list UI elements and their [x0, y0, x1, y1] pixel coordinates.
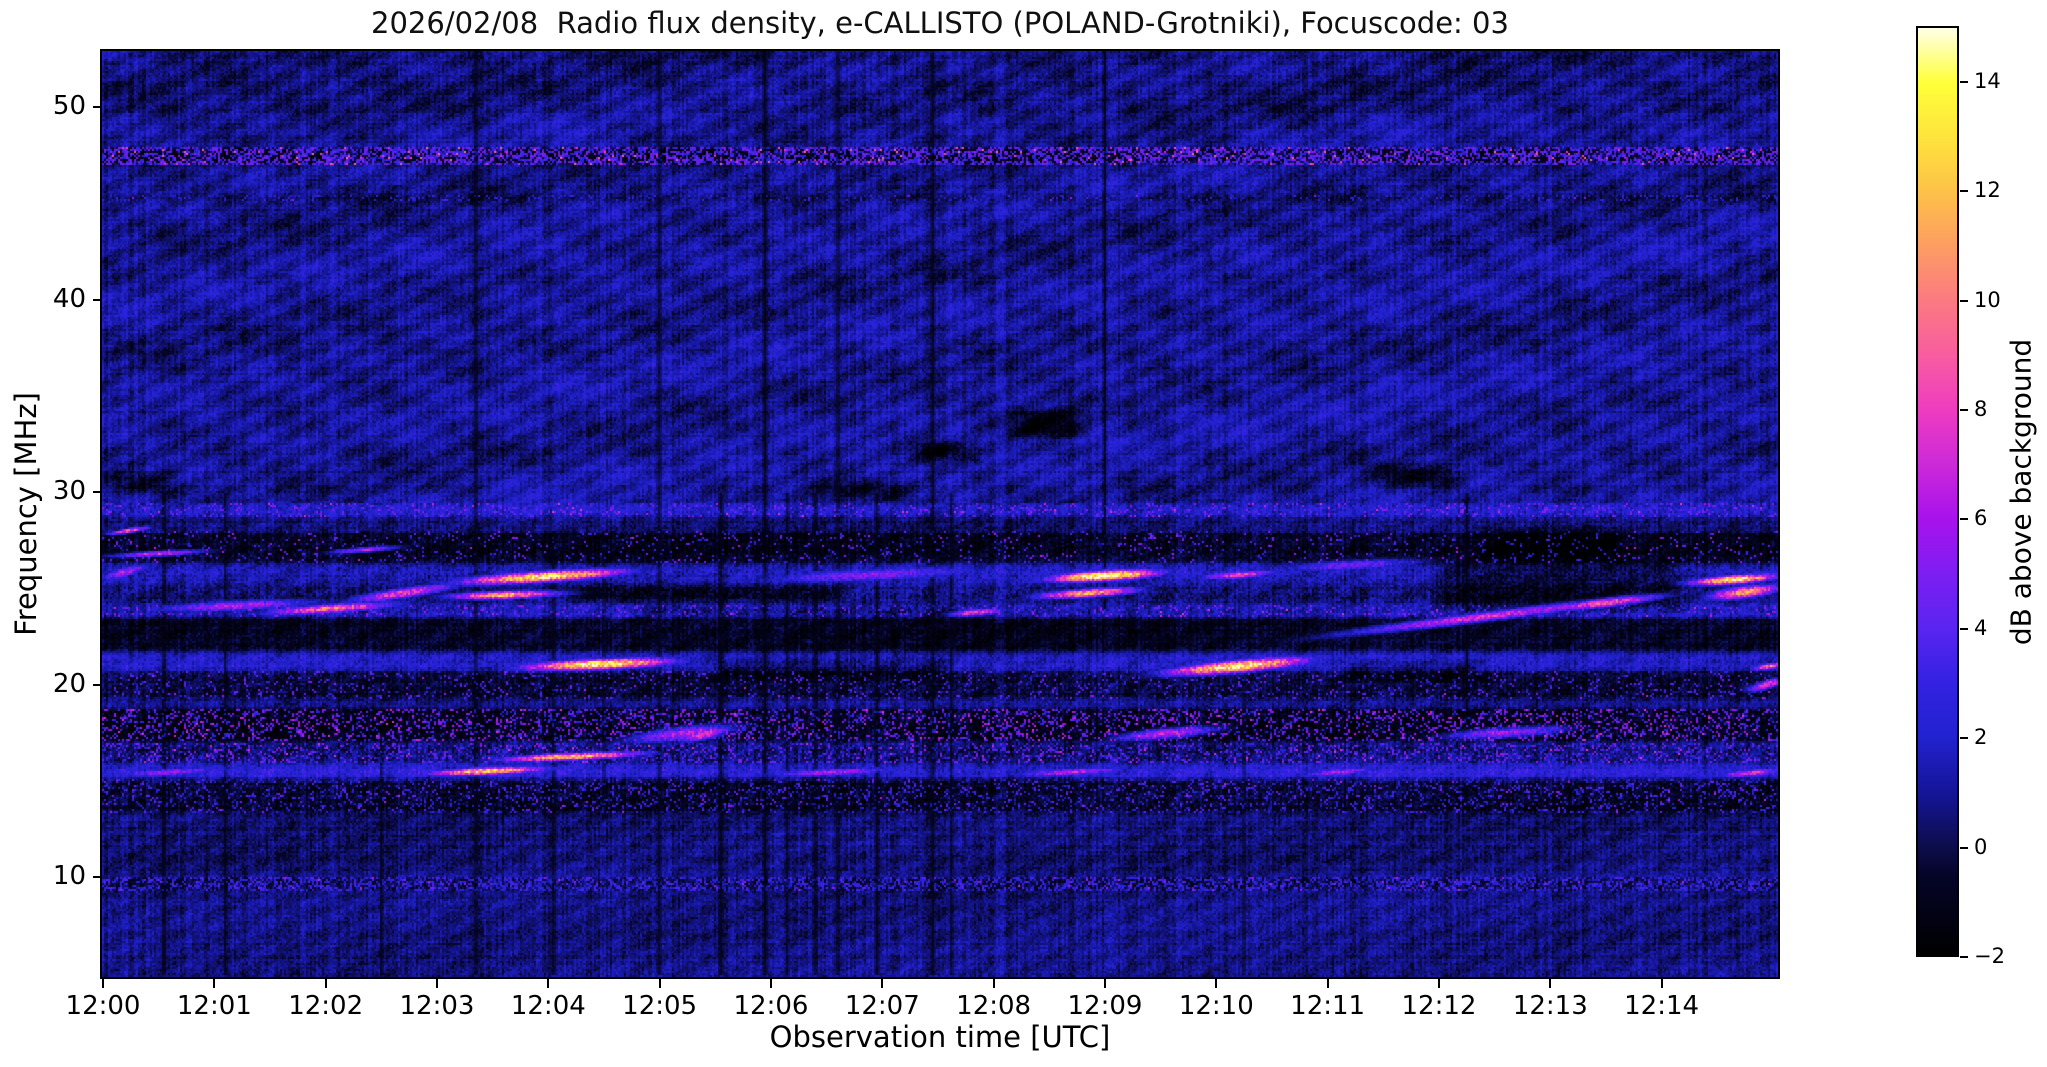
x-tick-mark: [1103, 979, 1106, 988]
y-tick-mark: [93, 298, 102, 301]
colorbar-tick-label: 14: [1974, 68, 2001, 93]
y-tick-label: 50: [52, 91, 86, 121]
y-tick-label: 30: [52, 476, 86, 506]
chart-title: 2026/02/08 Radio flux density, e-CALLIST…: [371, 6, 1509, 40]
x-tick-label: 12:12: [1401, 991, 1477, 1021]
x-tick-mark: [769, 979, 772, 988]
y-axis-label: Frequency [MHz]: [9, 392, 43, 636]
colorbar-tick-label: 8: [1974, 396, 1988, 421]
x-axis-label: Observation time [UTC]: [769, 1020, 1111, 1054]
x-tick-mark: [658, 979, 661, 988]
colorbar-tick-label: 12: [1974, 178, 2001, 203]
x-tick-label: 12:09: [1067, 991, 1143, 1021]
y-tick-mark: [93, 683, 102, 686]
x-tick-mark: [102, 979, 104, 988]
colorbar-tick-mark: [1960, 956, 1968, 958]
x-tick-label: 12:08: [956, 991, 1032, 1021]
colorbar-tick-mark: [1960, 737, 1968, 740]
x-tick-mark: [1660, 979, 1663, 988]
x-tick-label: 12:06: [733, 991, 809, 1021]
x-tick-label: 12:13: [1512, 991, 1588, 1021]
colorbar-tick-label: 10: [1974, 287, 2001, 312]
x-tick-mark: [213, 979, 216, 988]
y-tick-label: 40: [52, 283, 86, 314]
x-axis-ticks: 12:00 12:01 12:02 12:03 12:04 12:05 12:06 12:07…: [66, 977, 1778, 1037]
colorbar-gradient: [1916, 26, 1959, 957]
x-tick-label: 12:02: [288, 991, 364, 1021]
colorbar-tick-mark: [1960, 299, 1968, 302]
y-axis-ticks: 50 40 30 20 10: [0, 51, 102, 977]
x-tick-label: 12:03: [399, 991, 475, 1021]
colorbar-tick-mark: [1960, 190, 1968, 193]
x-tick-mark: [992, 979, 995, 988]
colorbar-tick-mark: [1960, 80, 1968, 83]
spectrogram-canvas: [102, 51, 1778, 977]
y-tick-mark: [93, 491, 102, 493]
colorbar-tick-mark: [1960, 846, 1968, 849]
y-tick-label: 20: [52, 668, 86, 699]
x-tick-mark: [547, 979, 550, 988]
x-tick-mark: [1326, 979, 1329, 988]
x-tick-label: 12:11: [1290, 991, 1366, 1021]
colorbar-label: dB above background: [2004, 338, 2038, 646]
colorbar-tick-label: 6: [1974, 506, 1988, 531]
y-tick-mark: [93, 106, 102, 108]
x-tick-mark: [1215, 979, 1218, 988]
x-tick-mark: [324, 979, 327, 988]
x-tick-label: 12:01: [176, 991, 252, 1021]
x-tick-label: 12:05: [622, 991, 698, 1021]
x-tick-label: 12:04: [510, 991, 586, 1021]
x-tick-label: 12:14: [1624, 991, 1700, 1021]
x-tick-mark: [881, 979, 884, 988]
x-tick-mark: [435, 979, 438, 988]
x-tick-mark: [1437, 979, 1440, 988]
x-tick-mark: [1549, 979, 1552, 988]
colorbar-tick-label: 2: [1974, 725, 1988, 750]
colorbar-tick-mark: [1960, 518, 1968, 521]
x-tick-label: 12:10: [1178, 991, 1254, 1021]
colorbar-tick-label: 0: [1974, 834, 1988, 859]
y-tick-label: 10: [52, 861, 86, 891]
colorbar-tick-mark: [1960, 627, 1968, 630]
colorbar-tick-mark: [1960, 408, 1968, 411]
x-tick-label: 12:07: [844, 991, 920, 1021]
colorbar-tick-label: 4: [1974, 615, 1988, 640]
plot-frame: [100, 49, 1780, 979]
y-tick-mark: [93, 876, 102, 878]
colorbar-tick-label: −2: [1974, 944, 2005, 968]
x-tick-label: 12:00: [65, 991, 141, 1021]
